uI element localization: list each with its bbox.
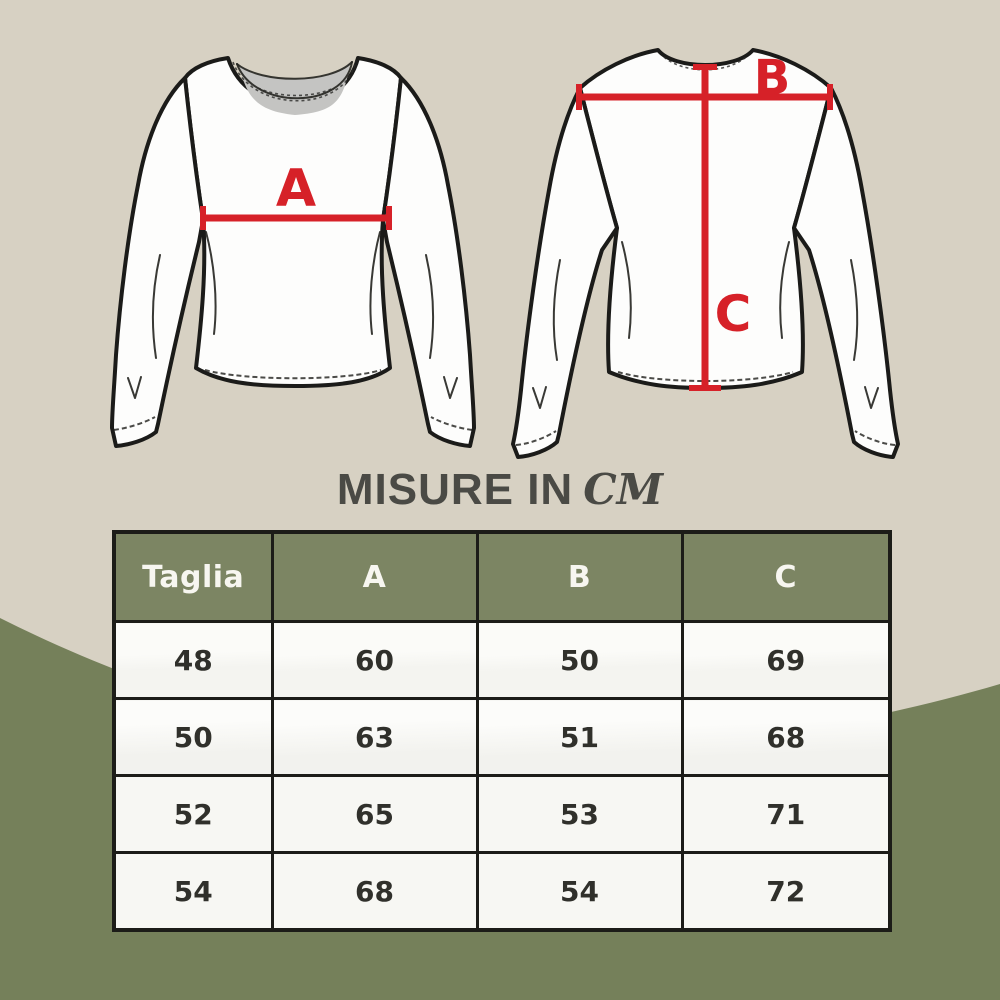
front-collar-front-edge <box>236 61 353 100</box>
table-cell-size: 52 <box>112 774 274 854</box>
table-header-row: Taglia A B C <box>112 530 892 623</box>
column-header-b: B <box>475 530 684 623</box>
back-left-cuff-stitching <box>515 430 557 446</box>
table-cell-a: 63 <box>270 697 479 777</box>
measurement-c: C <box>689 64 752 391</box>
table-row: 52 65 53 71 <box>112 774 892 854</box>
column-header-taglia: Taglia <box>112 530 274 623</box>
back-left-sleeve <box>511 86 619 459</box>
garment-back-view: B C <box>511 48 900 459</box>
back-left-body-fold <box>621 241 632 339</box>
table-cell-a: 68 <box>270 851 479 932</box>
title-main: MISURE IN <box>336 465 574 514</box>
table-cell-c: 69 <box>680 620 892 700</box>
table-row: 48 60 50 69 <box>112 620 892 700</box>
back-left-cuff-fold <box>532 386 547 409</box>
back-right-sleeve <box>792 86 900 459</box>
front-collar-back-edge <box>236 61 353 80</box>
front-hem-stitching <box>204 369 382 380</box>
front-collar-stitching <box>232 59 357 102</box>
garment-diagram: A B <box>110 48 900 459</box>
front-right-body-fold <box>369 231 381 335</box>
measurement-a: A <box>200 159 392 230</box>
back-left-sleeve-fold <box>552 259 561 361</box>
table-cell-a: 60 <box>270 620 479 700</box>
table-cell-c: 72 <box>680 851 892 932</box>
table-cell-c: 71 <box>680 774 892 854</box>
garment-front-view: A <box>110 56 476 448</box>
measurement-label-b: B <box>754 50 791 106</box>
size-table: Taglia A B C 48 60 50 69 50 63 51 68 52 … <box>112 530 892 932</box>
back-right-cuff-fold <box>864 386 879 409</box>
table-row: 50 63 51 68 <box>112 697 892 777</box>
table-cell-b: 53 <box>475 774 684 854</box>
table-cell-size: 48 <box>112 620 274 700</box>
table-cell-b: 51 <box>475 697 684 777</box>
table-cell-b: 50 <box>475 620 684 700</box>
table-cell-b: 54 <box>475 851 684 932</box>
page-title: MISURE IN CM <box>0 460 1000 520</box>
front-left-sleeve-fold <box>151 254 161 359</box>
back-right-body-fold <box>779 241 790 339</box>
back-right-cuff-stitching <box>854 430 896 446</box>
back-right-sleeve-fold <box>850 259 859 361</box>
column-header-c: C <box>680 530 892 623</box>
front-left-body-fold <box>205 231 217 335</box>
table-cell-size: 50 <box>112 697 274 777</box>
table-row: 54 68 54 72 <box>112 851 892 932</box>
table-cell-c: 68 <box>680 697 892 777</box>
measurement-label-c: C <box>715 285 752 343</box>
front-neck-seam <box>257 87 335 97</box>
front-left-cuff-stitching <box>113 416 156 431</box>
measurement-label-a: A <box>276 159 316 219</box>
title-unit: CM <box>583 465 664 514</box>
column-header-a: A <box>270 530 479 623</box>
table-cell-a: 65 <box>270 774 479 854</box>
front-right-cuff-fold <box>443 376 458 399</box>
front-left-cuff-fold <box>127 376 142 399</box>
front-right-cuff-stitching <box>430 416 473 431</box>
front-collar-inner-gray <box>239 63 350 115</box>
front-right-sleeve-fold <box>425 254 435 359</box>
table-cell-size: 54 <box>112 851 274 932</box>
back-hem-stitching <box>617 371 794 382</box>
